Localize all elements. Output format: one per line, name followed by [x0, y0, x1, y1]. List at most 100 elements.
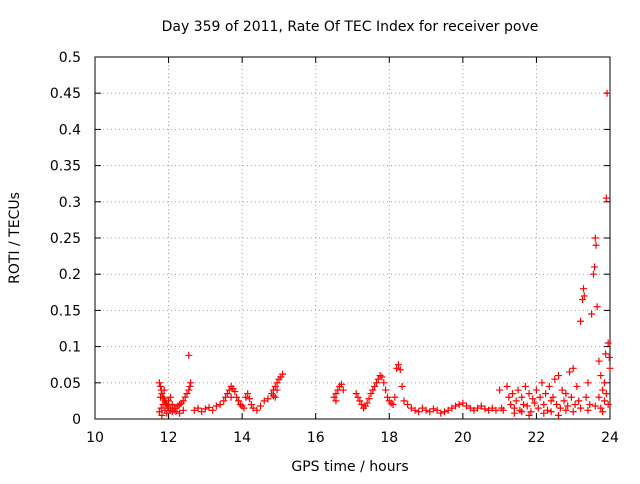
plot-frame — [94, 56, 611, 420]
data-point — [593, 303, 601, 311]
x-tick-label: 10 — [86, 430, 104, 446]
data-point — [527, 408, 535, 416]
data-point — [605, 353, 613, 361]
data-point — [602, 390, 610, 398]
y-axis-label: ROTI / TECUs — [7, 192, 23, 284]
data-point — [578, 296, 586, 304]
data-point — [330, 393, 338, 401]
data-point — [382, 386, 390, 394]
data-point — [466, 404, 474, 412]
data-point — [396, 366, 404, 374]
data-point — [592, 241, 600, 249]
data-point — [573, 382, 581, 390]
data-point — [271, 382, 279, 390]
data-point — [595, 357, 603, 365]
data-point — [367, 390, 375, 398]
data-point — [496, 386, 504, 394]
data-point — [507, 401, 515, 409]
data-point — [455, 401, 463, 409]
data-point — [567, 393, 575, 401]
data-point — [556, 404, 564, 412]
data-point — [571, 401, 579, 409]
data-point — [372, 379, 380, 387]
data-point — [227, 393, 235, 401]
data-point — [566, 368, 574, 376]
data-point — [404, 401, 412, 409]
x-tick-label: 16 — [307, 430, 325, 446]
data-point — [602, 350, 610, 358]
x-tick-label: 20 — [454, 430, 472, 446]
data-point — [380, 379, 388, 387]
data-point — [223, 390, 231, 398]
data-point — [525, 411, 533, 419]
data-point — [591, 402, 599, 410]
grid — [95, 57, 610, 419]
data-point — [398, 382, 406, 390]
data-point — [569, 408, 577, 416]
data-point — [220, 397, 228, 405]
data-point — [477, 402, 485, 410]
data-point — [159, 401, 167, 409]
data-point — [440, 408, 448, 416]
data-point — [521, 382, 529, 390]
data-point — [551, 375, 559, 383]
data-point — [591, 234, 599, 242]
data-point — [160, 386, 168, 394]
data-point — [562, 406, 570, 414]
data-point — [463, 402, 471, 410]
data-point — [577, 317, 585, 325]
y-tick-label: 0 — [72, 412, 81, 428]
data-point — [485, 406, 493, 414]
data-point — [400, 397, 408, 405]
data-point — [332, 390, 340, 398]
x-tick-label: 18 — [380, 430, 398, 446]
data-point — [459, 399, 467, 407]
data-point — [209, 406, 217, 414]
data-point — [538, 379, 546, 387]
data-point — [183, 390, 191, 398]
data-point — [600, 379, 608, 387]
data-point — [555, 411, 562, 419]
data-point — [429, 405, 437, 413]
data-point — [510, 409, 518, 417]
x-tick-label: 12 — [160, 430, 178, 446]
data-point — [547, 397, 555, 405]
data-point — [185, 386, 193, 394]
data-point — [176, 401, 184, 409]
data-point — [569, 364, 577, 372]
data-point — [426, 408, 434, 416]
data-point — [560, 397, 568, 405]
y-tick-label: 0.35 — [50, 159, 81, 175]
data-point — [580, 292, 588, 300]
data-point — [264, 395, 272, 403]
data-point — [575, 397, 583, 405]
data-point — [249, 404, 257, 412]
data-point — [603, 89, 611, 97]
x-tick-label: 22 — [528, 430, 546, 446]
data-point — [271, 393, 279, 401]
data-point — [588, 310, 596, 318]
data-point — [186, 382, 194, 390]
data-point — [363, 399, 371, 407]
data-point — [564, 402, 572, 410]
data-point — [179, 406, 187, 414]
data-point — [529, 395, 537, 403]
x-tick-label: 14 — [233, 430, 251, 446]
data-point — [234, 397, 242, 405]
data-point — [584, 406, 592, 414]
data-point — [505, 393, 513, 401]
data-point — [257, 402, 265, 410]
data-point — [170, 404, 178, 412]
data-point — [157, 404, 165, 412]
y-tick-label: 0.1 — [59, 340, 81, 356]
x-axis-label: GPS time / hours — [291, 459, 408, 475]
data-point — [595, 393, 603, 401]
data-point — [369, 386, 377, 394]
data-point — [383, 393, 391, 401]
data-point — [597, 404, 605, 412]
data-point — [156, 382, 164, 390]
data-point — [391, 393, 399, 401]
data-point — [415, 408, 423, 416]
data-point — [378, 373, 386, 381]
data-point — [225, 386, 233, 394]
